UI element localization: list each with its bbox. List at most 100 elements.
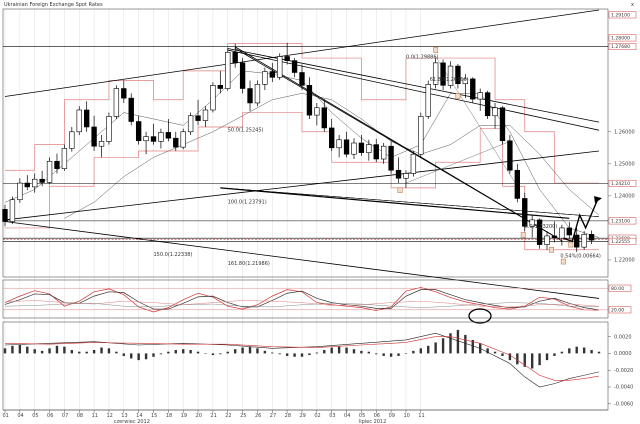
price-panel-frame xyxy=(2,8,609,278)
candle-body xyxy=(91,126,97,147)
candle-body xyxy=(566,227,572,236)
swing-marker xyxy=(568,241,574,248)
oscillator-series-line xyxy=(4,289,600,311)
macd-histogram-bar xyxy=(211,353,215,356)
candle-body xyxy=(284,56,290,61)
macd-histogram-bar xyxy=(337,346,341,354)
price-label-box xyxy=(608,217,637,225)
time-tick-label: 28 xyxy=(285,413,291,419)
close-button[interactable]: x xyxy=(631,2,634,8)
candle-body xyxy=(514,169,521,199)
time-tick-label: 02 xyxy=(314,413,320,419)
oscillator-axis: 80.00 20.00 xyxy=(3,284,632,314)
trend-line xyxy=(405,141,510,184)
fib-label: 61.80(1.26966) xyxy=(430,77,469,83)
candle-body xyxy=(269,71,275,78)
price-panel: 0.0(1.29886) 61.80(1.26966) 50.0(1.25245) 1… xyxy=(2,8,637,299)
candle-body xyxy=(76,109,82,133)
trend-line xyxy=(220,187,600,217)
fib-label: 100.0(1.23791) xyxy=(228,199,267,205)
time-tick-label: 03 xyxy=(329,413,335,419)
candle-body xyxy=(306,85,313,116)
oscillator-tick-label: 80.00 xyxy=(611,286,624,292)
candle-body xyxy=(432,62,439,85)
macd-histogram-bar xyxy=(382,353,385,356)
macd-histogram-bar xyxy=(486,348,489,354)
macd-histogram xyxy=(3,329,601,369)
candle-body xyxy=(336,139,342,149)
candle-body xyxy=(61,148,68,169)
candle-body xyxy=(2,209,8,222)
macd-signal-line xyxy=(4,336,600,381)
candle-body xyxy=(128,97,134,122)
macd-histogram-bar xyxy=(323,350,326,354)
candle-body xyxy=(299,72,305,86)
candle-body xyxy=(24,182,30,188)
candle-body xyxy=(69,131,75,149)
oscillator-level-box xyxy=(608,306,632,314)
candle-body xyxy=(106,116,112,142)
time-tick-label: 13 xyxy=(121,413,127,419)
candle-body xyxy=(455,65,461,85)
candle-body xyxy=(135,121,142,142)
macd-histogram-bar xyxy=(419,348,422,354)
swing-marker xyxy=(397,187,403,193)
candle-body xyxy=(217,85,224,89)
macd-histogram-bar xyxy=(412,350,415,354)
time-tick-label: 29 xyxy=(300,413,306,419)
macd-histogram-bar xyxy=(189,350,192,354)
macd-histogram-bar xyxy=(441,338,445,354)
fib-label: 150.0(1.22338) xyxy=(154,252,193,258)
candle-body xyxy=(536,219,543,245)
candle-body xyxy=(158,132,164,142)
macd-histogram-bar xyxy=(330,347,333,354)
trend-line xyxy=(4,150,600,221)
macd-histogram-bar xyxy=(11,345,14,354)
macd-histogram-bar xyxy=(523,353,526,367)
candle-body xyxy=(202,109,209,121)
swing-marker xyxy=(549,246,554,253)
macd-histogram-bar xyxy=(568,348,571,354)
window-title: Ukrainian Foreign Exchange Spot Rates xyxy=(4,2,103,8)
time-tick-label: 11 xyxy=(418,413,424,419)
price-label: 1.22555 xyxy=(611,239,630,245)
candle-body xyxy=(529,219,535,227)
macd-histogram-bar xyxy=(130,353,133,359)
price-label-box xyxy=(608,11,637,19)
candle-body xyxy=(581,234,587,248)
fib-label: 50.0(1.25245) xyxy=(228,127,264,133)
candle-body xyxy=(551,235,558,239)
time-tick-label: 14 xyxy=(136,413,142,419)
macd-histogram-bar xyxy=(434,342,437,354)
candle-body xyxy=(329,127,335,149)
candle-body xyxy=(507,140,513,171)
time-tick-label: 12 xyxy=(106,413,112,419)
candle-body xyxy=(121,88,127,99)
candle-body xyxy=(173,137,179,148)
macd-histogram-bar xyxy=(144,353,148,360)
candle-body xyxy=(477,92,483,100)
trend-line xyxy=(234,46,563,242)
candle-body xyxy=(113,88,120,117)
grid-lines xyxy=(4,9,421,410)
candle-body xyxy=(165,132,172,139)
candle-body xyxy=(440,62,446,86)
macd-histogram-bar xyxy=(241,347,244,354)
macd-histogram-bar xyxy=(174,350,177,354)
trend-line xyxy=(4,221,600,299)
time-tick-label: 26 xyxy=(255,413,261,419)
candle-body xyxy=(395,169,402,179)
candle-body xyxy=(588,234,595,241)
candle-body xyxy=(232,52,238,64)
price-tick-label: 1.24000 xyxy=(614,194,635,200)
macd-histogram-bar xyxy=(92,350,96,354)
fib-label: 161.80(1.21986) xyxy=(228,261,270,267)
macd-histogram-bar xyxy=(375,353,378,355)
candle-body xyxy=(366,144,372,153)
time-tick-label: 06 xyxy=(374,413,380,419)
price-label: 1.28000 xyxy=(611,36,630,42)
candle-body xyxy=(277,56,283,78)
macd-histogram-bar xyxy=(226,351,229,354)
